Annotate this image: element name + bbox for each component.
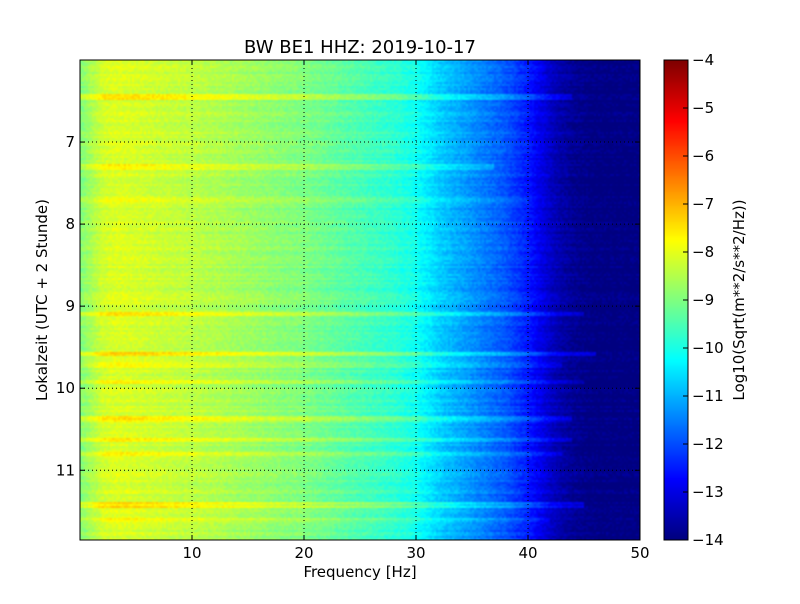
x-axis-label: Frequency [Hz] <box>303 563 416 581</box>
colorbar-tick-label: −7 <box>692 195 714 213</box>
grid-lines <box>80 60 640 540</box>
colorbar-ticks: −14 −13 −12 −11 −10 −9 −8 −7 −6 −5 −4 <box>683 51 724 549</box>
plot-frame <box>79 59 641 541</box>
y-tick-label: 10 <box>56 379 75 397</box>
colorbar-tick-label: −13 <box>692 483 724 501</box>
x-tick-label: 50 <box>630 544 649 562</box>
y-axis: 7 8 9 10 11 <box>56 133 640 479</box>
y-axis-label: Lokalzeit (UTC + 2 Stunde) <box>33 199 51 401</box>
colorbar-tick-label: −12 <box>692 435 724 453</box>
colorbar-tick-label: −8 <box>692 243 714 261</box>
heatmap-area <box>80 60 640 540</box>
y-tick-label: 8 <box>65 215 75 233</box>
spectrogram-image <box>80 60 640 540</box>
colorbar-tick-label: −9 <box>692 291 714 309</box>
colorbar-tick-label: −10 <box>692 339 724 357</box>
x-tick-label: 30 <box>406 544 425 562</box>
colorbar-tick-label: −4 <box>692 51 714 69</box>
colorbar-tick-label: −6 <box>692 147 714 165</box>
colorbar: −14 −13 −12 −11 −10 −9 −8 −7 −6 −5 −4 Log10(Sqrt(m… <box>663 51 748 549</box>
chart-title: BW BE1 HHZ: 2019-10-17 <box>244 37 476 58</box>
x-tick-label: 40 <box>518 544 537 562</box>
colorbar-tick-label: −14 <box>692 531 724 549</box>
colorbar-tick-label: −5 <box>692 99 714 117</box>
y-tick-label: 11 <box>56 461 75 479</box>
y-tick-label: 7 <box>65 133 75 151</box>
colorbar-label: Log10(Sqrt(m**2/s**2/Hz)) <box>730 199 748 400</box>
x-tick-label: 10 <box>182 544 201 562</box>
x-tick-label: 20 <box>294 544 313 562</box>
colorbar-tick-label: −11 <box>692 387 724 405</box>
x-axis: 10 20 30 40 50 <box>182 60 650 562</box>
y-tick-label: 9 <box>65 297 75 315</box>
